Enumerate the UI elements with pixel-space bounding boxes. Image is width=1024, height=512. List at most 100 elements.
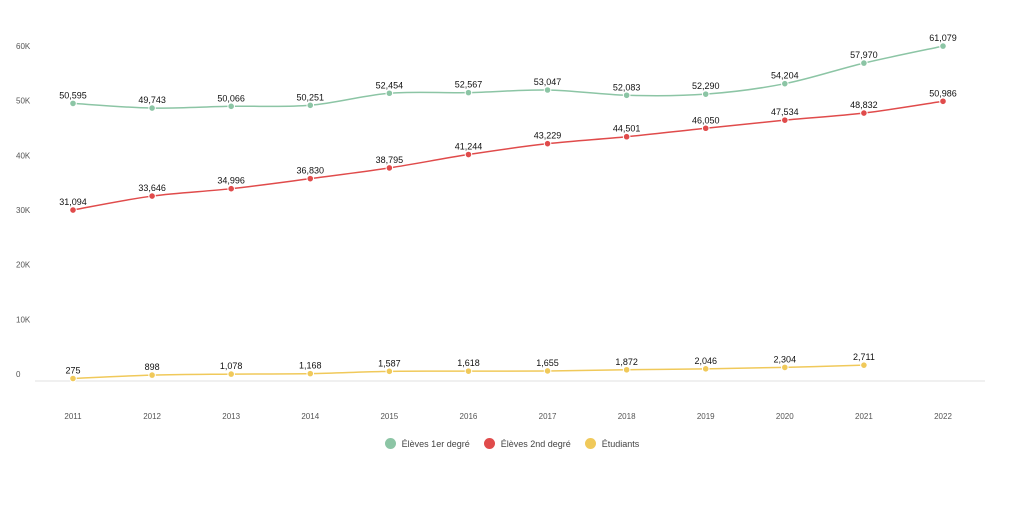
- data-point: [781, 116, 789, 124]
- data-point: [306, 101, 315, 110]
- x-tick-label: 2017: [539, 412, 557, 421]
- data-label: 47,534: [771, 107, 799, 117]
- data-point: [464, 367, 473, 375]
- legend-dot-icon: [384, 438, 396, 449]
- x-tick-label: 2018: [618, 412, 636, 421]
- data-point: [148, 104, 156, 112]
- y-tick-label: 30K: [16, 206, 31, 215]
- x-tick-label: 2022: [934, 412, 952, 421]
- data-point: [701, 124, 710, 133]
- line-chart: 0 10K 20K 30K 40K 50K 60K 2011 2012 2013 2014 2015 2…: [16, 33, 985, 421]
- data-label: 53,047: [534, 77, 562, 87]
- data-label: 36,830: [297, 166, 325, 176]
- x-tick-label: 2015: [380, 412, 398, 421]
- data-label: 1,655: [536, 358, 559, 368]
- legend-label: Élèves 2nd degré: [500, 438, 571, 449]
- legend: Élèves 1er degré Élèves 2nd degré Étudiant…: [0, 438, 1024, 449]
- data-label: 41,244: [455, 142, 483, 152]
- data-point: [69, 99, 77, 108]
- data-point: [227, 184, 235, 193]
- x-tick-label: 2011: [64, 412, 82, 421]
- data-label: 52,290: [692, 81, 720, 91]
- data-label: 61,079: [929, 33, 957, 43]
- data-label: 1,168: [299, 361, 322, 371]
- data-label: 2,304: [774, 354, 797, 364]
- data-label: 1,078: [220, 361, 243, 371]
- legend-label: Élèves 1er degré: [401, 438, 470, 449]
- series-line-1: [72, 100, 944, 211]
- data-label: 50,251: [297, 92, 325, 102]
- data-point: [69, 206, 77, 214]
- data-point: [148, 192, 156, 200]
- legend-dot-icon: [584, 438, 596, 449]
- data-point: [227, 370, 235, 378]
- data-label: 50,066: [217, 93, 245, 103]
- legend-item[interactable]: Étudiants: [584, 438, 640, 449]
- x-tick-label: 2012: [143, 412, 161, 421]
- data-point: [860, 361, 868, 369]
- legend-label: Étudiants: [601, 438, 640, 449]
- data-point: [464, 88, 473, 97]
- data-label: 275: [65, 365, 80, 375]
- x-tick-label: 2016: [460, 412, 478, 421]
- data-point: [622, 91, 631, 100]
- data-label: 52,454: [376, 80, 404, 90]
- data-point: [543, 367, 552, 375]
- data-point: [385, 89, 394, 98]
- x-tick-label: 2021: [855, 412, 873, 421]
- data-point: [939, 42, 947, 50]
- x-tick-label: 2019: [697, 412, 715, 421]
- data-label: 50,595: [59, 90, 87, 100]
- y-tick-label: 20K: [16, 261, 31, 270]
- y-tick-label: 10K: [16, 315, 31, 324]
- data-label: 1,618: [457, 358, 480, 368]
- data-point: [939, 97, 947, 106]
- data-label: 2,711: [853, 352, 875, 362]
- data-point: [464, 150, 473, 159]
- data-point: [69, 374, 77, 383]
- data-label: 34,996: [217, 176, 245, 186]
- data-label: 1,872: [615, 357, 638, 367]
- data-point: [860, 109, 868, 117]
- y-tick-label: 40K: [16, 151, 31, 160]
- data-label: 1,587: [378, 358, 401, 368]
- legend-item[interactable]: Élèves 2nd degré: [483, 438, 571, 449]
- x-tick-label: 2014: [301, 412, 319, 421]
- y-tick-label: 60K: [16, 42, 31, 51]
- data-point: [622, 132, 631, 141]
- data-label: 49,743: [138, 95, 166, 105]
- data-point: [701, 90, 710, 98]
- data-label: 48,832: [850, 100, 878, 110]
- legend-dot-icon: [483, 438, 495, 449]
- data-point: [781, 363, 789, 372]
- data-label: 31,094: [59, 197, 87, 207]
- data-point: [227, 102, 235, 111]
- data-label: 50,986: [929, 88, 957, 98]
- data-label: 54,204: [771, 71, 799, 81]
- data-label: 44,501: [613, 124, 641, 134]
- data-label: 33,646: [138, 183, 166, 193]
- data-point: [701, 365, 710, 373]
- legend-item[interactable]: Élèves 1er degré: [384, 438, 470, 449]
- data-point: [543, 86, 552, 94]
- data-point: [148, 371, 156, 379]
- y-tick-label: 0: [16, 370, 21, 379]
- data-label: 52,083: [613, 82, 641, 92]
- data-label: 2,046: [694, 356, 717, 366]
- data-point: [543, 139, 552, 148]
- data-label: 57,970: [850, 50, 878, 60]
- data-point: [622, 365, 631, 374]
- series-line-0: [72, 45, 944, 109]
- data-label: 52,567: [455, 80, 483, 90]
- data-label: 46,050: [692, 115, 720, 125]
- data-point: [860, 59, 868, 67]
- data-point: [306, 369, 315, 378]
- data-label: 43,229: [534, 131, 562, 141]
- data-point: [385, 164, 394, 172]
- data-point: [385, 367, 394, 376]
- data-label: 898: [145, 362, 160, 372]
- y-tick-label: 50K: [16, 97, 31, 106]
- x-tick-label: 2013: [222, 412, 240, 421]
- data-label: 38,795: [376, 155, 404, 165]
- x-tick-label: 2020: [776, 412, 794, 421]
